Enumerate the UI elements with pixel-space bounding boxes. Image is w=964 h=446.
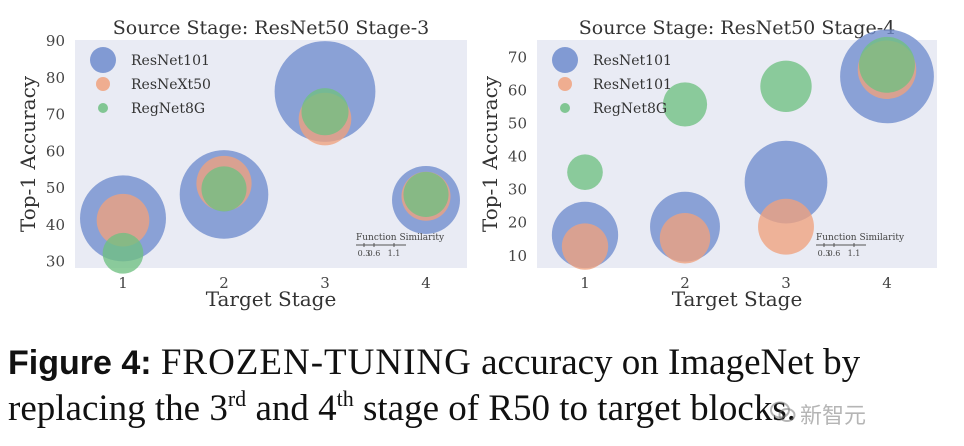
x-tick-label: 2	[680, 274, 690, 292]
legend-label: ResNet101	[593, 77, 672, 93]
y-axis-label: Top-1 Accuracy	[478, 75, 502, 232]
size-legend-label: 1.1	[848, 249, 861, 258]
bubble-regnet8g	[102, 232, 144, 274]
figure-caption: Figure 4: FROZEN-TUNING accuracy on Imag…	[8, 340, 958, 432]
x-tick-label: 3	[781, 274, 791, 292]
x-tick-label: 1	[580, 274, 590, 292]
bubble-regnet8g	[662, 82, 708, 127]
bubble-resnext50	[96, 193, 150, 247]
caption-sup-rd: rd	[227, 386, 247, 411]
caption-sup-th: th	[336, 386, 354, 411]
size-legend-title: Function Similarity	[816, 233, 905, 243]
size-legend-label: 0.3	[358, 249, 371, 258]
bubble-resnet101	[744, 140, 828, 224]
legend-marker-regnet8g	[560, 103, 570, 113]
y-axis-label: Top-1 Accuracy	[16, 75, 40, 232]
figure: Source Stage: ResNet50 Stage-3 30 40 50 60 70…	[16, 17, 937, 311]
legend-marker-regnet8g	[98, 103, 108, 113]
size-legend-label: 0.3	[818, 249, 831, 258]
wechat-icon	[770, 401, 796, 422]
bubble-resnext50	[758, 198, 814, 255]
chart-panel-2: Source Stage: ResNet50 Stage-4 10 20 30 40 50…	[478, 17, 937, 311]
x-axis-label: Target Stage	[206, 287, 337, 311]
y-tick-label: 30	[508, 181, 527, 199]
y-tick-label: 60	[508, 82, 527, 100]
bubble-regnet8g	[403, 171, 449, 217]
chart-panel-1: Source Stage: ResNet50 Stage-3 30 40 50 60 70…	[16, 17, 467, 311]
y-tick-label: 40	[508, 148, 527, 166]
legend-label: ResNet101	[593, 53, 672, 69]
legend-marker-resnext50	[558, 77, 572, 91]
y-tick-label: 70	[46, 106, 65, 124]
y-tick-label: 30	[46, 253, 65, 271]
bubble-regnet8g	[201, 166, 247, 212]
bubble-resnext50	[561, 223, 609, 270]
y-tick-label: 50	[46, 179, 65, 197]
caption-text-1: accuracy on ImageNet by	[471, 342, 861, 383]
caption-text-2a: replacing the 3	[8, 388, 228, 429]
figure-label: Figure 4:	[8, 344, 152, 382]
bubble-resnext50	[659, 213, 711, 264]
y-tick-label: 80	[46, 69, 65, 87]
y-tick-label: 60	[46, 142, 65, 160]
x-tick-label: 1	[118, 274, 128, 292]
caption-line-2: replacing the 3rd and 4th stage of R50 t…	[8, 386, 958, 432]
y-tick-label: 20	[508, 214, 527, 232]
x-tick-label: 2	[219, 274, 229, 292]
chart-title: Source Stage: ResNet50 Stage-3	[113, 17, 429, 39]
legend-marker-resnet101	[90, 47, 116, 73]
y-tick-label: 10	[508, 247, 527, 265]
x-tick-label: 3	[320, 274, 330, 292]
x-tick-label: 4	[882, 274, 892, 292]
watermark-text: 新智元	[800, 404, 867, 429]
bubble-regnet8g	[301, 88, 349, 136]
x-tick-label: 4	[421, 274, 431, 292]
caption-line-1: Figure 4: FROZEN-TUNING accuracy on Imag…	[8, 340, 958, 386]
y-tick-label: 90	[46, 32, 65, 50]
legend-label: RegNet8G	[593, 101, 667, 117]
y-tick-label: 40	[46, 216, 65, 234]
size-legend-label: 0.6	[368, 249, 381, 258]
y-tick-label: 70	[508, 49, 527, 67]
chart-title: Source Stage: ResNet50 Stage-4	[579, 17, 895, 39]
caption-text-2b: and 4	[246, 388, 337, 429]
method-name: FROZEN-TUNING	[160, 342, 472, 383]
legend-marker-resnet101	[552, 47, 578, 73]
size-legend-label: 1.1	[388, 249, 401, 258]
size-legend-title: Function Similarity	[356, 233, 445, 243]
legend-label: RegNet8G	[131, 101, 205, 117]
x-axis-label: Target Stage	[672, 287, 803, 311]
bubble-regnet8g	[760, 60, 812, 112]
y-tick-label: 50	[508, 115, 527, 133]
caption-text-2c: stage of R50 to target blocks.	[353, 388, 796, 429]
legend-label: ResNeXt50	[131, 77, 211, 93]
bubble-regnet8g	[859, 36, 915, 93]
legend-marker-resnext50	[96, 77, 110, 91]
bubble-regnet8g	[567, 154, 603, 190]
legend-label: ResNet101	[131, 53, 210, 69]
size-legend-label: 0.6	[828, 249, 841, 258]
